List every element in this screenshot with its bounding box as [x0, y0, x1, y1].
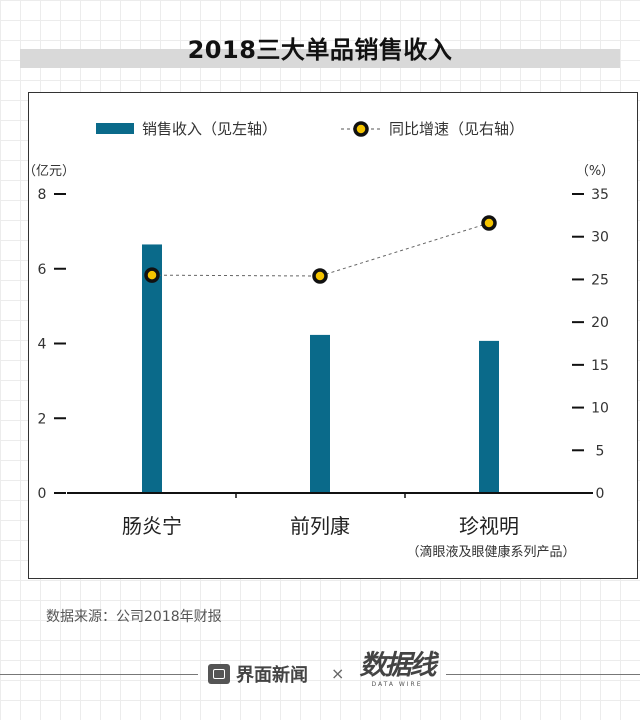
source-note: 数据来源：公司2018年财报 [46, 609, 222, 625]
right-tick-label: 35 [591, 187, 609, 203]
growth-line [151, 222, 490, 277]
right-tick-label: 10 [591, 401, 609, 417]
combo-chart: 销售收入（见左轴） 同比增速（见右轴） （亿元） （%） 0 2 4 6 8 0 5 10 15 20 25… [29, 120, 614, 560]
right-tick-label: 0 [596, 486, 605, 502]
footer-divider-left [0, 674, 198, 675]
right-tick-label: 30 [591, 230, 609, 246]
right-axis-unit: （%） [576, 164, 614, 179]
growth-point-2 [312, 268, 328, 284]
right-tick-label: 15 [591, 358, 609, 374]
legend-line-marker [353, 121, 369, 137]
chart-title: 2018三大单品销售收入 [187, 36, 453, 64]
left-tick-label: 2 [38, 411, 47, 427]
right-tick-label: 25 [591, 272, 609, 288]
bar-1 [142, 244, 162, 493]
left-tick-label: 0 [38, 486, 47, 502]
left-axis-unit: （亿元） [29, 164, 75, 179]
right-tick-label: 20 [591, 315, 609, 331]
chart-panel: 销售收入（见左轴） 同比增速（见右轴） （亿元） （%） 0 2 4 6 8 0 5 10 15 20 25… [28, 92, 638, 579]
legend-line-label: 同比增速（见右轴） [389, 120, 524, 138]
brand-datawire: 数据线 DATA WIRE [352, 651, 442, 697]
growth-point-1 [144, 267, 160, 283]
brand-jiemian: 界面新闻 [208, 661, 308, 687]
left-tick-label: 4 [38, 337, 47, 353]
datawire-logo-sub: DATA WIRE [371, 681, 423, 688]
brand-name: 界面新闻 [236, 665, 308, 686]
title-bar [20, 49, 620, 68]
legend-bar-swatch [96, 123, 134, 134]
category-label-3: 珍视明 [459, 514, 519, 538]
bar-3 [479, 340, 499, 493]
category-label-2: 前列康 [290, 514, 350, 538]
right-tick-label: 5 [596, 443, 605, 459]
datawire-logo-text: 数据线 [359, 650, 437, 681]
footer-divider-right [446, 674, 640, 675]
times-sign: × [331, 664, 345, 683]
legend-bar-label: 销售收入（见左轴） [142, 120, 277, 138]
growth-point-3 [481, 215, 497, 231]
left-tick-label: 8 [38, 187, 47, 203]
category-note: （滴眼液及眼健康系列产品） [406, 544, 575, 560]
left-tick-label: 6 [38, 262, 47, 278]
category-label-1: 肠炎宁 [122, 514, 182, 538]
jiemian-logo-icon [208, 664, 230, 684]
bar-2 [310, 334, 330, 493]
